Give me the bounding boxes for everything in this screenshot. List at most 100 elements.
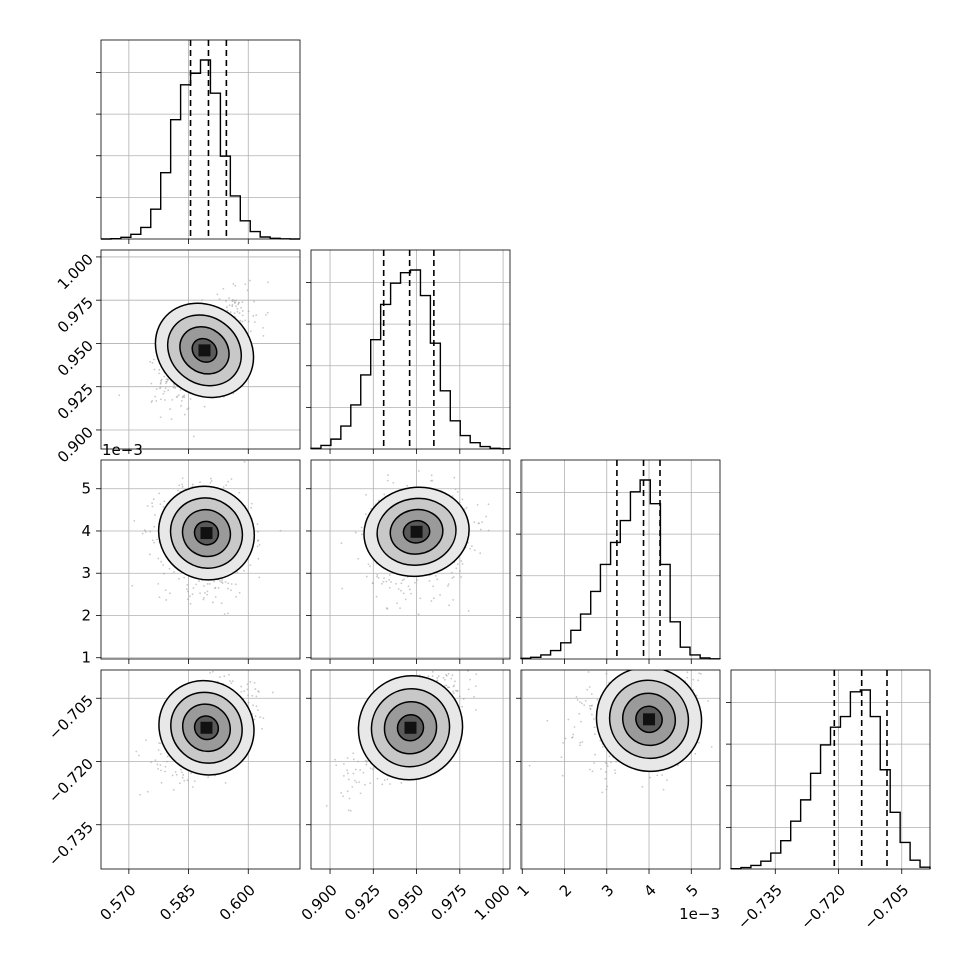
sample-point [255,314,258,317]
sample-point [452,598,455,601]
sample-point [265,313,267,316]
sample-point [370,507,373,510]
sample-point [479,528,482,531]
sample-point [340,542,343,544]
sample-point [572,733,575,736]
sample-point [364,783,366,786]
sample-point [238,591,241,594]
sample-point [216,293,219,296]
sample-point [231,300,234,303]
sample-point [252,315,255,317]
sample-point [485,515,488,518]
sample-point [453,684,456,687]
sample-point [158,596,161,599]
sample-point [163,500,166,503]
sample-point [460,576,463,578]
y-tick-label: −0.735 [45,818,97,870]
sample-point [385,580,388,583]
sample-point [199,592,201,595]
sample-point [244,319,246,322]
sample-point [357,760,360,763]
x-tick-label: 0.950 [384,881,427,924]
y-tick-label: 0.950 [54,337,97,380]
sample-point [342,774,345,777]
sample-point [346,757,349,759]
sample-point [697,679,700,682]
sample-point [159,386,162,389]
sample-point [165,382,167,385]
sample-point [358,781,361,784]
sample-point [152,358,155,361]
sample-point [416,579,418,582]
sample-point [377,577,380,579]
sample-point [388,578,391,581]
panel-ticks [96,72,249,244]
sample-point [629,652,631,654]
sample-point [175,773,178,776]
sample-point [226,306,228,308]
panel-grid [774,670,903,869]
sample-point [224,782,227,784]
sample-point [593,726,596,729]
sample-point [447,686,449,689]
sample-point [250,330,252,333]
sample-point [159,742,162,745]
sample-point [386,778,389,781]
sample-point [170,418,173,421]
contour-line [181,703,231,753]
sample-point [430,600,433,602]
histogram-step [730,689,931,870]
sample-point [240,306,242,309]
sample-point [199,481,201,484]
sample-point [451,674,454,677]
sample-point [256,545,259,548]
sample-point [171,398,174,401]
sample-point [149,360,152,363]
hist-grid [101,72,300,198]
sample-point [232,283,235,285]
sample-point [456,491,459,493]
sample-point [155,388,158,390]
sample-point [160,378,163,381]
sample-point [360,526,363,529]
sample-point [204,592,206,594]
sample-point [160,560,163,563]
sample-point [352,772,355,775]
sample-point [228,673,230,676]
sample-point [149,530,152,533]
sample-point [193,780,196,783]
sample-point [432,585,435,588]
x-tick-label: 0.975 [427,881,470,924]
contour-line [396,714,425,742]
sample-point [235,667,237,669]
sample-point [227,587,229,590]
sample-point [256,709,259,712]
sample-point [189,602,192,605]
sample-point [154,395,157,398]
sample-point [246,683,249,686]
sample-point [469,678,471,681]
sample-point [649,663,651,665]
joint-panel [118,279,269,438]
sample-point [578,712,581,715]
sample-point [138,754,140,757]
sample-point [383,493,386,496]
sample-point [417,470,420,472]
sample-point [228,680,231,682]
sample-point [192,435,195,438]
panel-ticks [516,492,692,664]
sample-point [262,326,264,329]
sample-point [670,663,672,665]
sample-point [454,680,456,683]
sample-point [369,767,372,770]
sample-point [206,583,209,585]
sample-point [431,675,434,677]
sample-point [146,505,149,507]
sample-point [459,570,462,572]
sample-point [453,476,456,479]
sample-point [164,589,167,592]
sample-point [186,598,189,601]
sample-point [413,581,416,584]
sample-point [162,564,165,566]
sample-point [159,764,162,766]
